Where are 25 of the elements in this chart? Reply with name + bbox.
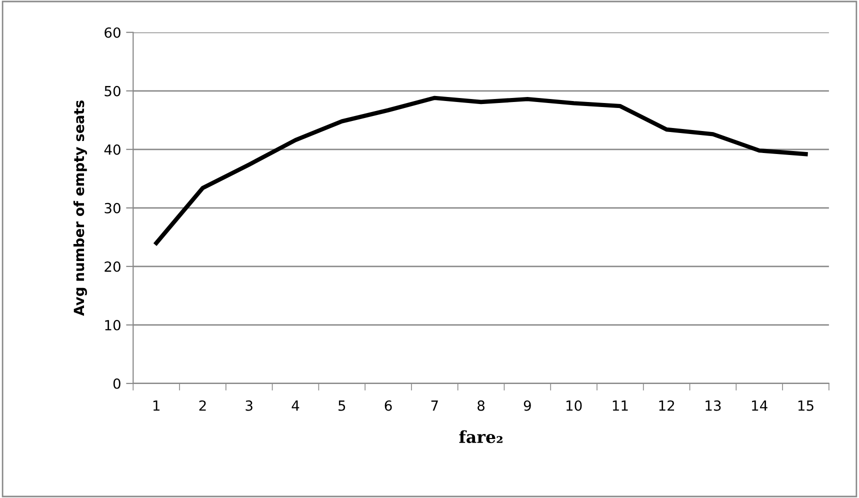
line-series	[154, 96, 808, 246]
x-tick-label: 1	[153, 400, 160, 411]
y-axis-title: Avg number of empty seats	[73, 100, 87, 316]
x-tick-label: 15	[798, 400, 814, 411]
x-tick-label: 9	[524, 400, 531, 411]
x-tick-label: 8	[478, 400, 485, 411]
x-axis-title: fare₂	[459, 430, 502, 444]
x-tick-label: 4	[292, 400, 300, 411]
y-tick-label: 40	[104, 144, 120, 155]
x-tick-label: 10	[566, 400, 582, 411]
y-tick-label: 60	[104, 27, 120, 38]
y-tick-label: 50	[104, 86, 120, 96]
x-tick-label: 3	[246, 400, 252, 411]
y-tick-label: 30	[104, 202, 120, 214]
y-tick-label: 0	[113, 378, 120, 389]
x-tick-label: 7	[431, 400, 438, 411]
y-tick-label: 10	[105, 320, 120, 330]
x-tick-label: 5	[338, 400, 346, 411]
x-tick-label: 6	[384, 400, 392, 411]
x-tick-label: 14	[752, 400, 768, 411]
y-tick-label: 20	[104, 261, 120, 272]
x-tick-label: 12	[659, 400, 674, 411]
x-tick-label: 11	[612, 400, 628, 411]
x-tick-label: 13	[706, 400, 721, 411]
x-tick-label: 2	[199, 400, 206, 411]
